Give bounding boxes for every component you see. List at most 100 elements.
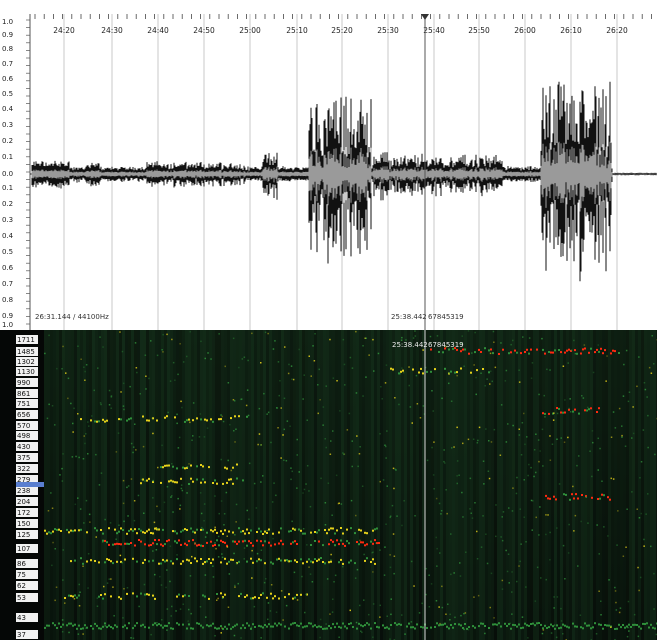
spectrogram-noise-point <box>637 566 639 569</box>
spectrogram-panel[interactable]: 1711 1485 1302 1130 990 861 751 656 570 … <box>0 330 657 640</box>
spectrogram-noise-point <box>552 419 555 421</box>
spectrogram-energy-point <box>228 478 230 481</box>
spectrogram-energy-point <box>258 624 260 627</box>
spectrogram-noise-point <box>493 428 496 431</box>
spectrogram-energy-point <box>304 625 306 628</box>
spectrogram-noise-point <box>456 482 458 485</box>
spectrogram-noise-point <box>474 502 476 504</box>
spectrogram-energy-point <box>118 530 120 533</box>
spectrogram-energy-point <box>334 532 336 535</box>
spectrogram-noise-point <box>265 578 267 580</box>
spectrogram-energy-point <box>582 627 584 630</box>
spectrogram-energy-point <box>340 527 342 529</box>
spectrogram-noise-point <box>355 392 358 394</box>
spectrogram-noise-point <box>154 573 156 576</box>
spectrogram-energy-point <box>192 530 194 533</box>
spectrogram-noise-point <box>527 474 529 477</box>
spectrogram-energy-point <box>554 627 556 630</box>
spectrogram-noise-point <box>215 547 217 550</box>
spectrogram-noise-point <box>542 465 544 467</box>
spectrogram-energy-point <box>106 626 108 629</box>
spectrogram-noise-point <box>152 497 154 499</box>
spectrogram-noise-point <box>221 597 224 599</box>
spectrogram-energy-point <box>530 623 532 625</box>
spectrogram-view[interactable]: 1711 1485 1302 1130 990 861 751 656 570 … <box>0 330 657 640</box>
spectrogram-energy-point <box>646 622 648 625</box>
spectrogram-noise-point <box>616 544 618 546</box>
spectrogram-energy-point <box>128 529 130 532</box>
spectrogram-energy-point <box>170 627 172 630</box>
frequency-label: 1485 <box>17 348 35 356</box>
spectrogram-noise-point <box>61 631 64 633</box>
spectrogram-energy-point <box>272 625 274 628</box>
spectrogram-noise-point <box>445 613 447 615</box>
spectrogram-noise-point <box>78 605 81 607</box>
spectrogram-noise-point <box>286 420 289 422</box>
spectrogram-noise-point <box>306 465 309 467</box>
spectrogram-noise-point <box>98 484 101 486</box>
spectrogram-noise-point <box>414 330 416 332</box>
spectrogram-energy-point <box>110 560 112 563</box>
spectrogram-energy-point <box>266 532 268 534</box>
spectrogram-energy-point <box>482 368 484 370</box>
spectrogram-energy-point <box>186 544 188 547</box>
playhead-marker[interactable] <box>421 14 429 20</box>
spectrogram-noise-point <box>165 586 167 589</box>
spectrogram-energy-point <box>304 532 306 535</box>
spectrogram-noise-point <box>342 338 345 341</box>
spectrogram-energy-point <box>182 466 184 469</box>
spectrogram-noise-point <box>501 539 504 542</box>
amplitude-label: 0.8 <box>2 296 13 304</box>
waveform-panel[interactable]: 24:20 24:30 24:40 24:50 25:00 25:10 25:2… <box>0 0 657 330</box>
waveform-view[interactable]: 24:20 24:30 24:40 24:50 25:00 25:10 25:2… <box>0 0 657 330</box>
spectrogram-energy-point <box>228 530 230 533</box>
spectrogram-energy-point <box>364 531 366 534</box>
spectrogram-noise-point <box>130 637 132 639</box>
spectrogram-energy-point <box>476 369 478 372</box>
spectrogram-energy-point <box>212 622 214 625</box>
spectrogram-noise-point <box>171 605 173 608</box>
spectrogram-energy-point <box>292 597 294 600</box>
spectrogram-column <box>140 330 143 640</box>
spectrogram-energy-point <box>454 623 456 625</box>
spectrogram-noise-point <box>205 616 207 618</box>
spectrogram-column <box>638 330 641 640</box>
spectrogram-noise-point <box>610 626 612 628</box>
spectrogram-column <box>368 330 371 640</box>
spectrogram-energy-point <box>430 348 432 351</box>
frequency-label: 279 <box>17 476 30 484</box>
spectrogram-energy-point <box>596 411 598 413</box>
time-ruler-ticks <box>34 14 652 19</box>
spectrogram-energy-point <box>184 467 186 470</box>
spectrogram-noise-point <box>525 541 527 543</box>
spectrogram-energy-point <box>592 626 594 629</box>
spectrogram-column <box>131 330 134 640</box>
spectrogram-noise-point <box>88 513 91 516</box>
spectrogram-energy-point <box>74 594 76 597</box>
spectrogram-noise-point <box>392 467 395 470</box>
spectrogram-noise-point <box>476 530 478 533</box>
spectrogram-energy-point <box>566 625 568 628</box>
frequency-label: 53 <box>17 594 26 602</box>
spectrogram-noise-point <box>576 464 578 467</box>
spectrogram-energy-point <box>458 623 460 626</box>
spectrogram-noise-point <box>296 454 298 456</box>
spectrogram-energy-point <box>338 543 340 546</box>
spectrogram-noise-point <box>127 515 129 517</box>
spectrogram-energy-point <box>266 625 268 628</box>
spectrogram-energy-point <box>104 622 106 625</box>
spectrogram-energy-point <box>206 624 208 627</box>
spectrogram-energy-point <box>542 627 544 630</box>
spectrogram-noise-point <box>52 541 54 544</box>
spectrogram-energy-point <box>250 627 252 630</box>
spectrogram-noise-point <box>389 566 392 569</box>
spectrogram-column <box>560 330 563 640</box>
spectrogram-energy-point <box>536 622 538 625</box>
spectrogram-noise-point <box>484 385 486 387</box>
spectrogram-noise-point <box>226 546 229 548</box>
spectrogram-noise-point <box>450 400 453 402</box>
spectrogram-energy-point <box>202 562 204 565</box>
spectrogram-noise-point <box>214 542 216 544</box>
spectrogram-energy-point <box>142 478 144 481</box>
spectrogram-energy-point <box>78 529 80 532</box>
